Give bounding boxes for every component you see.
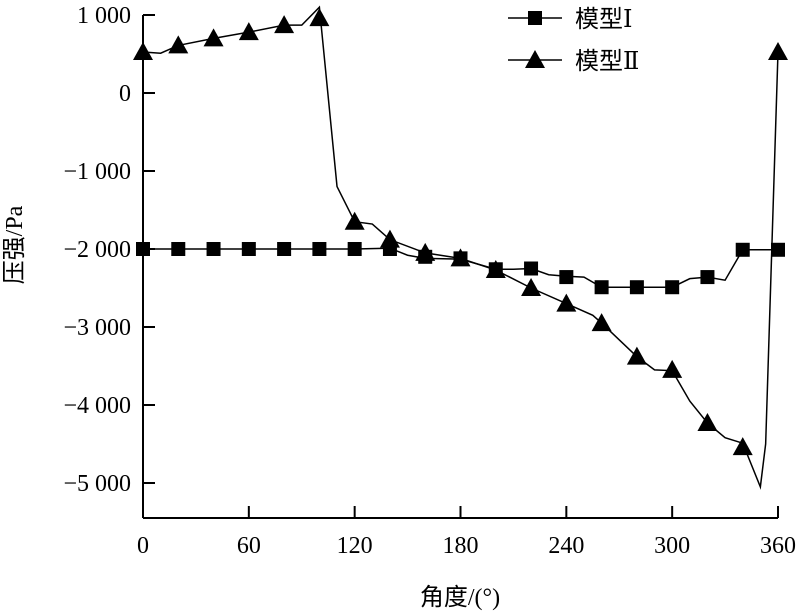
- y-tick-label: −4 000: [63, 393, 131, 419]
- data-point-square: [277, 242, 292, 256]
- y-tick-label: 1 000: [77, 3, 131, 29]
- data-point-square: [347, 242, 362, 256]
- data-point-square: [559, 270, 574, 285]
- data-point-triangle: [591, 313, 612, 332]
- data-point-square: [206, 242, 221, 256]
- legend-label: 模型Ⅱ: [575, 48, 639, 75]
- data-point-square: [665, 280, 680, 295]
- data-point-square: [594, 280, 609, 295]
- data-point-triangle: [485, 260, 506, 279]
- data-point-triangle: [238, 22, 259, 41]
- data-point-square: [136, 242, 150, 256]
- y-tick-label: −3 000: [63, 315, 131, 341]
- data-point-triangle: [415, 242, 436, 261]
- x-tick-label: 0: [137, 533, 149, 559]
- data-point-triangle: [450, 248, 471, 267]
- data-point-triangle: [203, 28, 224, 47]
- data-point-square: [312, 242, 327, 256]
- data-point-triangle: [274, 15, 295, 34]
- y-tick-label: 0: [119, 81, 131, 107]
- data-point-triangle: [768, 42, 788, 61]
- data-point-square: [528, 11, 542, 25]
- data-point-triangle: [525, 50, 545, 68]
- data-point-square: [629, 280, 644, 295]
- y-tick-label: −2 000: [63, 237, 131, 263]
- x-tick-label: 240: [548, 533, 584, 559]
- data-point-square: [771, 242, 785, 257]
- data-point-triangle: [309, 8, 330, 27]
- data-point-triangle: [626, 346, 647, 365]
- x-tick-label: 360: [760, 533, 796, 559]
- data-point-square: [735, 242, 750, 257]
- series-2: [133, 5, 788, 490]
- data-point-triangle: [697, 412, 718, 431]
- data-point-triangle: [732, 437, 753, 456]
- axes: 0 60 120 180 240 300 360 1 000 0 −1 000 −2 000 −3 0…: [63, 3, 796, 559]
- data-point-triangle: [133, 42, 153, 61]
- legend: 模型Ⅰ 模型Ⅱ: [508, 6, 639, 75]
- x-tick-label: 180: [443, 533, 479, 559]
- data-point-triangle: [168, 35, 189, 54]
- data-point-triangle: [662, 359, 683, 378]
- y-tick-label: −1 000: [63, 159, 131, 185]
- x-tick-label: 120: [337, 533, 373, 559]
- series-group: [133, 5, 788, 490]
- data-point-square: [241, 242, 256, 256]
- x-tick-label: 60: [237, 533, 261, 559]
- data-point-triangle: [556, 293, 577, 312]
- series-line: [142, 5, 779, 490]
- data-point-triangle: [379, 229, 400, 248]
- x-axis-label: 角度/(°): [420, 584, 500, 611]
- data-point-square: [700, 270, 715, 285]
- legend-label: 模型Ⅰ: [575, 6, 632, 33]
- y-tick-label: −5 000: [63, 471, 131, 497]
- data-point-triangle: [521, 278, 542, 296]
- data-point-square: [524, 261, 539, 276]
- y-axis-label: 压强/Pa: [2, 205, 28, 284]
- data-point-square: [171, 242, 186, 256]
- data-point-triangle: [344, 211, 365, 230]
- x-tick-label: 300: [654, 533, 690, 559]
